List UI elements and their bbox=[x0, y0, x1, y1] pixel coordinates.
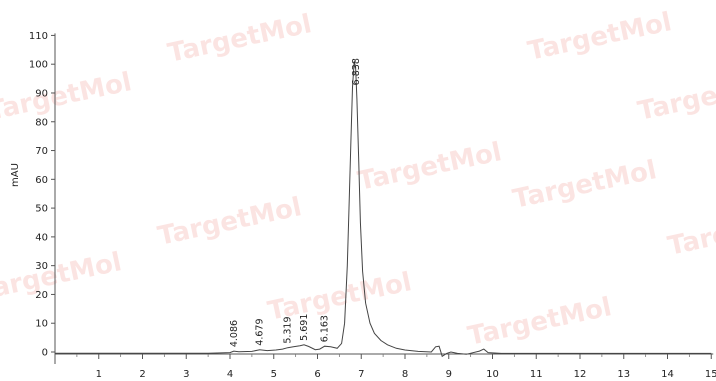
watermark-text: TargetMol bbox=[665, 202, 716, 262]
watermark-text: TargetMol bbox=[355, 137, 504, 197]
y-tick-label: 60 bbox=[35, 175, 48, 186]
y-tick-label: 40 bbox=[35, 232, 48, 243]
x-tick-label: 6 bbox=[314, 369, 320, 380]
peak-label: 4.086 bbox=[229, 320, 240, 347]
x-tick-label: 7 bbox=[358, 369, 364, 380]
x-tick-label: 1 bbox=[96, 369, 102, 380]
x-tick-label: 12 bbox=[574, 369, 587, 380]
chromatogram-trace bbox=[55, 61, 712, 358]
y-tick-label: 90 bbox=[35, 88, 48, 99]
y-axis-title: mAU bbox=[10, 163, 21, 187]
x-tick-label: 3 bbox=[183, 369, 189, 380]
x-tick-label: 10 bbox=[486, 369, 499, 380]
x-tick-label: 13 bbox=[617, 369, 630, 380]
y-tick-label: 70 bbox=[35, 146, 48, 157]
watermark-text: TargetMol bbox=[525, 7, 674, 67]
axes bbox=[54, 33, 714, 364]
y-tick-label: 50 bbox=[35, 204, 48, 215]
y-tick-label: 0 bbox=[42, 348, 48, 359]
x-tick-label: 14 bbox=[661, 369, 674, 380]
x-tick-label: 8 bbox=[402, 369, 408, 380]
x-tick-label: 11 bbox=[530, 369, 543, 380]
watermark-text: TargetMol bbox=[155, 192, 304, 252]
y-tick-label: 30 bbox=[35, 261, 48, 272]
peak-label: 5.691 bbox=[299, 314, 310, 341]
x-tick-label: 5 bbox=[271, 369, 277, 380]
x-tick-label: 9 bbox=[446, 369, 452, 380]
y-tick-label: 20 bbox=[35, 290, 48, 301]
peak-label: 6.838 bbox=[351, 58, 362, 85]
x-tick-label: 4 bbox=[227, 369, 233, 380]
peak-label: 5.319 bbox=[283, 316, 294, 343]
watermark-text: TargetMol bbox=[0, 67, 134, 127]
watermark-text: TargetMol bbox=[510, 155, 659, 215]
watermark-text: TargetMol bbox=[165, 9, 314, 69]
peak-label: 6.163 bbox=[320, 315, 331, 342]
y-tick-label: 80 bbox=[35, 117, 48, 128]
peak-label: 4.679 bbox=[255, 318, 266, 345]
y-tick-label: 10 bbox=[35, 319, 48, 330]
peak-labels: 4.086 4.679 5.319 5.691 6.163 6.838 bbox=[229, 58, 362, 347]
y-tick-label: 110 bbox=[29, 31, 48, 42]
watermark-text: TargetMol bbox=[635, 67, 716, 127]
x-tick-label: 15 bbox=[705, 369, 716, 380]
y-tick-label: 100 bbox=[29, 60, 48, 71]
watermark-text: TargetMol bbox=[465, 292, 614, 352]
x-tick-label: 2 bbox=[139, 369, 145, 380]
watermark-text: TargetMol bbox=[0, 247, 124, 307]
